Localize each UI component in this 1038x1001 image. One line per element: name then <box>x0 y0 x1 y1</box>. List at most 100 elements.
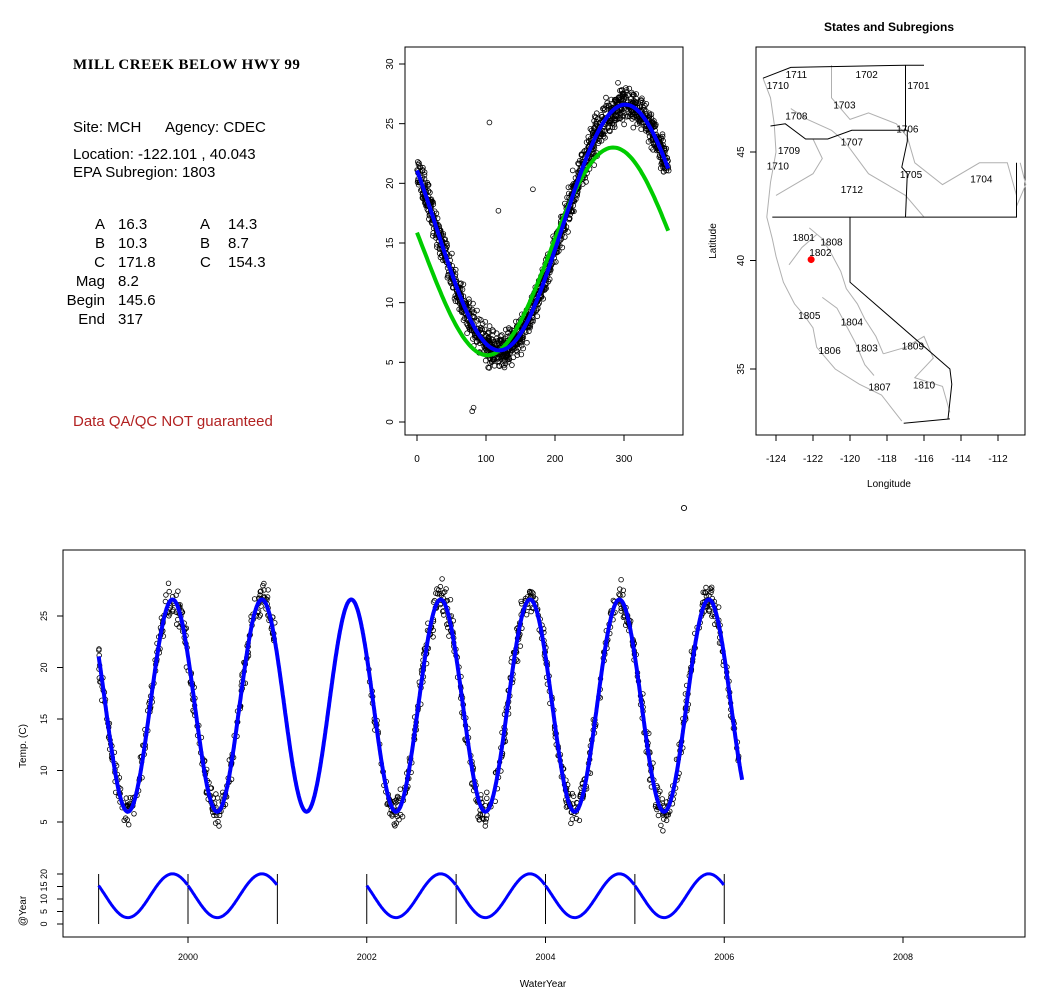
y-tick-label: 40 <box>736 255 747 267</box>
data-point <box>716 604 722 610</box>
x-tick-label: -120 <box>840 454 860 465</box>
data-point <box>575 160 581 167</box>
y-tick-label: 35 <box>736 363 747 375</box>
data-point <box>483 816 489 822</box>
param-value: 317 <box>118 311 144 328</box>
y-tick-label: 0 <box>385 419 396 425</box>
data-point <box>642 102 648 109</box>
data-point <box>443 586 449 592</box>
outlier-point <box>469 408 476 415</box>
data-point <box>546 276 553 283</box>
data-point <box>444 243 450 249</box>
data-point <box>498 332 505 338</box>
data-point <box>561 200 568 207</box>
data-point <box>425 181 431 188</box>
data-point <box>480 330 486 336</box>
data-point <box>665 812 671 818</box>
x-tick-label: 2006 <box>714 952 734 962</box>
data-point <box>630 99 637 106</box>
region-label: 1703 <box>833 101 856 112</box>
data-point <box>96 646 102 652</box>
region-label: 1802 <box>809 248 832 259</box>
param-label2: B <box>200 235 211 252</box>
subregion-boundary <box>1016 162 1027 207</box>
y2-tick-label: 0 <box>39 921 49 926</box>
data-point <box>490 337 496 343</box>
data-point <box>583 139 590 146</box>
x-tick-label: 2000 <box>178 952 198 962</box>
data-point <box>429 233 436 239</box>
outlier-point <box>495 207 502 214</box>
x-tick-label: 300 <box>616 454 633 465</box>
subregion-boundary <box>788 234 818 266</box>
region-label: 1707 <box>841 137 864 148</box>
data-point <box>633 112 640 118</box>
data-point <box>518 342 525 349</box>
data-point <box>663 817 670 824</box>
data-point <box>625 113 631 119</box>
data-point <box>482 823 488 829</box>
coast-line <box>762 78 903 422</box>
data-point <box>626 85 633 92</box>
data-point <box>636 118 642 125</box>
x-tick-label: -112 <box>988 454 1008 465</box>
data-point <box>618 608 624 614</box>
data-point <box>709 584 715 590</box>
data-point <box>619 93 626 100</box>
region-label: 1709 <box>778 146 801 157</box>
data-point <box>518 339 524 346</box>
data-point <box>500 351 507 358</box>
x-tick-label: 100 <box>478 454 495 465</box>
data-point <box>441 612 447 618</box>
data-point <box>615 80 621 86</box>
data-point <box>163 592 169 598</box>
y-tick-label: 10 <box>385 297 396 309</box>
x-tick-label: 200 <box>547 454 564 465</box>
data-point <box>518 351 525 358</box>
data-point <box>486 323 493 329</box>
param-value2: 14.3 <box>228 216 258 233</box>
data-point <box>482 357 489 364</box>
y2-tick-label: 5 <box>39 909 49 914</box>
subregion-boundary <box>831 65 1017 218</box>
data-point <box>569 208 576 214</box>
data-point <box>265 587 271 593</box>
region-label: 1806 <box>819 346 842 357</box>
fit-line <box>415 102 671 353</box>
data-point <box>251 596 258 602</box>
data-point <box>414 159 421 165</box>
data-point <box>611 124 618 130</box>
data-point <box>592 114 599 121</box>
data-point <box>620 592 626 598</box>
annual-fit <box>633 872 725 920</box>
data-point <box>646 110 653 117</box>
subregion-boundary <box>790 108 925 218</box>
outlier-point <box>486 119 493 126</box>
subregion-boundary <box>822 296 875 376</box>
x-tick-label: 2004 <box>535 952 555 962</box>
param-label2: C <box>200 254 211 271</box>
qa-note: Data QA/QC NOT guaranteed <box>73 413 273 430</box>
data-point <box>618 577 624 583</box>
region-label: 1803 <box>856 344 879 355</box>
data-point <box>212 820 219 826</box>
data-point <box>520 345 526 352</box>
region-label: 1801 <box>793 233 816 244</box>
timeseries-chart: 2000 2002 2004 2006 2008 5 10 15 20 25 0 5 10 15 20 Wa… <box>18 549 1026 990</box>
data-point <box>643 111 649 117</box>
data-point <box>125 822 132 828</box>
data-point <box>474 307 480 314</box>
data-point <box>578 151 585 158</box>
fit-line <box>415 145 671 358</box>
data-point <box>702 589 708 596</box>
param-label: Begin <box>66 292 105 309</box>
y-tick-label: 30 <box>385 58 396 70</box>
param-label: B <box>94 235 105 252</box>
y2-tick-label: 15 <box>39 881 49 891</box>
data-point <box>256 614 262 620</box>
timeseries-frame <box>62 549 1026 938</box>
data-point <box>642 108 649 114</box>
param-label2: A <box>200 216 211 233</box>
x-tick-label: -124 <box>766 454 786 465</box>
